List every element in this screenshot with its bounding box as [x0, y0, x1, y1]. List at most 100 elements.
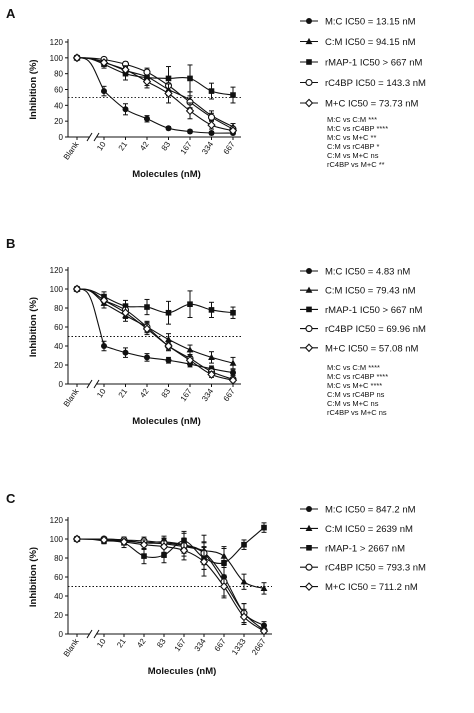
data-point [144, 354, 150, 361]
legend-marker [305, 563, 313, 571]
legend-label: M+C IC50 = 73.73 nM [325, 99, 419, 110]
data-point [143, 68, 151, 76]
data-point [230, 309, 236, 316]
legend-marker [305, 524, 313, 531]
data-point [185, 355, 195, 365]
x-tick-label: 21 [117, 387, 130, 400]
legend-label: rMAP-1 IC50 > 667 nM [325, 305, 423, 316]
x-tick-label: 334 [200, 140, 215, 157]
legend-marker [306, 268, 312, 274]
legend-label: M+C IC50 = 711.2 nM [325, 582, 418, 593]
x-tick-label-blank: Blank [62, 636, 81, 658]
data-point [165, 75, 172, 82]
stats-comparison: rC4BP vs M+C ** [327, 160, 385, 169]
legend-label: rMAP-1 > 2667 nM [325, 543, 405, 554]
axis-break [86, 629, 93, 639]
data-point [142, 77, 152, 86]
stats-comparison: M:C vs M+C ** [327, 133, 376, 142]
panel-a: A 0 20 40 60 80 100 120 Inhibition (%) Blank 10 21 4… [6, 6, 426, 180]
data-point [122, 349, 129, 356]
data-point-blank [72, 53, 82, 63]
y-axis-label: Inhibition (%) [28, 547, 39, 607]
legend-label: rMAP-1 IC50 > 667 nM [325, 58, 423, 69]
x-tick-label: 2667 [250, 637, 268, 657]
stats-comparison: C:M vs M+C ns [327, 399, 379, 408]
y-tick-label: 0 [59, 630, 64, 639]
x-tick-label: 42 [135, 637, 148, 650]
data-point [101, 88, 107, 95]
stats-comparison: M:C vs C:M **** [327, 363, 380, 372]
series-curve-blank-link [76, 288, 105, 298]
legend-label: rC4BP IC50 = 69.96 nM [325, 324, 426, 335]
legend-marker [304, 98, 314, 108]
data-point [229, 359, 237, 366]
data-point [187, 75, 193, 82]
axis-break [86, 379, 93, 389]
data-point [228, 126, 238, 136]
y-tick-label: 80 [54, 554, 63, 563]
data-point [139, 540, 149, 550]
x-tick-label: 83 [160, 140, 173, 153]
panel-b: B 0 20 40 60 80 100 120 Inhibition (%) Blank 10 21 4… [6, 236, 426, 427]
axis-break [93, 132, 100, 142]
data-point [208, 130, 215, 137]
y-tick-label: 0 [59, 133, 64, 142]
y-tick-label: 120 [50, 38, 64, 47]
data-point [228, 375, 238, 385]
series-filled-square [74, 286, 236, 325]
legend-label: C:M IC50 = 94.15 nM [325, 37, 416, 48]
data-point [179, 545, 189, 555]
y-tick-label: 100 [50, 535, 64, 544]
x-tick-label: 167 [179, 387, 194, 404]
stats-comparison: M:C vs rC4BP **** [327, 124, 388, 133]
data-point-blank [72, 284, 82, 294]
x-tick-label-blank: Blank [62, 139, 81, 161]
stats-comparison: C:M vs rC4BP * [327, 142, 379, 151]
x-axis-label: Molecules (nM) [148, 666, 217, 677]
x-tick-label: 10 [95, 637, 108, 650]
data-point [260, 584, 268, 591]
y-tick-label: 0 [59, 380, 64, 389]
panel-letter: C [6, 491, 16, 506]
axis-break [93, 629, 100, 639]
x-tick-label: 334 [193, 637, 208, 654]
data-point [121, 65, 130, 75]
data-point [187, 301, 193, 307]
data-point [186, 346, 194, 353]
data-point [207, 113, 216, 121]
legend-marker [306, 18, 312, 24]
data-point [165, 125, 172, 132]
data-point [142, 324, 152, 334]
stats-comparison: M:C vs rC4BP **** [327, 372, 388, 381]
data-point [187, 128, 193, 135]
x-tick-label: 667 [222, 140, 237, 157]
y-tick-label: 120 [50, 266, 64, 275]
y-tick-label: 80 [54, 70, 63, 79]
data-point [121, 308, 130, 318]
data-point [165, 309, 172, 316]
data-point [239, 612, 249, 622]
legend-marker [305, 286, 313, 293]
panel-c: C 0 20 40 60 80 100 120 Inhibition (%) Blank 10 21 4… [6, 491, 426, 677]
data-point [99, 58, 109, 67]
data-point [119, 537, 129, 547]
data-point [208, 307, 215, 313]
data-point [199, 557, 209, 567]
data-point-blank [72, 534, 82, 544]
y-tick-label: 100 [50, 54, 64, 63]
y-tick-label: 20 [54, 361, 63, 370]
stats-comparison: rC4BP vs M+C ns [327, 408, 387, 417]
y-tick-label: 40 [54, 592, 63, 601]
series-open-diamond [72, 53, 238, 136]
series-open-diamond [72, 284, 238, 385]
legend-marker [306, 545, 312, 551]
data-point [144, 115, 150, 122]
data-point [122, 106, 129, 113]
x-tick-label: 167 [173, 637, 188, 654]
x-tick-label: 42 [138, 387, 151, 400]
data-point [207, 370, 216, 379]
legend-label: M:C IC50 = 13.15 nM [325, 17, 416, 28]
y-tick-label: 100 [50, 285, 64, 294]
data-point [259, 626, 269, 636]
x-tick-label: 10 [95, 140, 108, 153]
